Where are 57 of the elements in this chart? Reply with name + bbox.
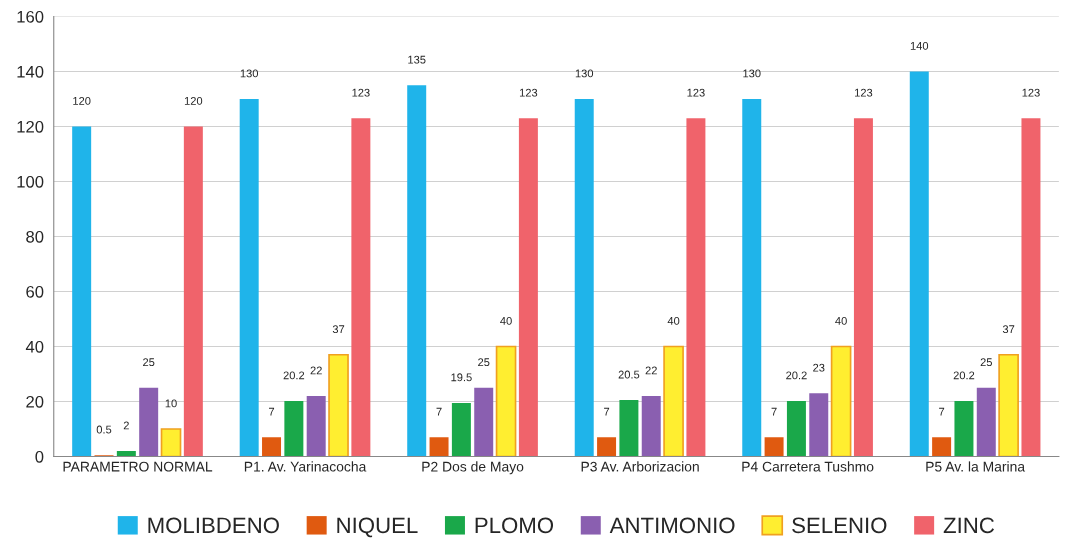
y-tick-label: 100 [17, 175, 44, 188]
legend-label: ANTIMONIO [609, 517, 735, 534]
data-label: 7 [269, 407, 275, 416]
data-label: 7 [939, 407, 945, 416]
data-label: 123 [519, 88, 538, 97]
data-label: 37 [1002, 325, 1015, 334]
x-tick-label: P5 Av. la Marina [926, 461, 1026, 472]
legend-label: NIQUEL [337, 517, 418, 538]
data-label: 23 [813, 363, 825, 372]
data-label: 20.5 [618, 370, 640, 379]
data-label: 22 [645, 366, 657, 375]
x-tick-label: P1. Av. Yarinacocha [244, 461, 367, 472]
x-tick-label: P2 Dos de Mayo [422, 461, 524, 475]
y-tick-label: 20 [26, 395, 44, 408]
y-tick-label: 80 [26, 230, 44, 243]
data-label: 130 [743, 69, 761, 78]
y-tick-label: 160 [17, 10, 44, 23]
data-label: 37 [332, 325, 345, 334]
data-label: 0.5 [96, 425, 112, 434]
data-label: 25 [143, 358, 155, 367]
y-tick-label: 40 [25, 340, 44, 353]
data-label: 130 [240, 69, 259, 78]
data-label: 20.2 [953, 371, 975, 380]
y-tick-label: 60 [26, 285, 44, 298]
data-label: 2 [123, 421, 129, 430]
data-label: 22 [310, 366, 322, 375]
y-tick-label: 0 [35, 450, 44, 463]
data-label: 10 [165, 399, 177, 408]
data-label: 7 [436, 407, 442, 416]
data-label: 40 [667, 316, 680, 325]
data-label: 120 [184, 96, 203, 105]
data-label: 19.5 [451, 373, 472, 382]
x-tick-label: PARAMETRO NORMAL [63, 461, 213, 472]
data-label: 140 [910, 41, 929, 50]
data-label: 40 [835, 316, 847, 325]
data-label: 123 [352, 88, 370, 97]
data-label: 20.2 [786, 371, 807, 380]
x-tick-label: P3 Av. Arborizacion [581, 461, 699, 472]
data-label: 20.2 [283, 371, 305, 380]
data-label: 130 [575, 69, 594, 78]
legend-label: MOLIBDENO [148, 517, 279, 534]
legend-label: PLOMO [475, 517, 554, 534]
y-tick-label: 140 [17, 65, 44, 78]
y-tick-label: 120 [17, 120, 44, 133]
data-label: 7 [604, 407, 610, 416]
data-label: 25 [478, 358, 490, 367]
data-label: 123 [687, 88, 705, 97]
data-label: 123 [855, 88, 873, 97]
data-label: 135 [408, 55, 426, 64]
x-tick-label: P4 Carretera Tushmo [742, 461, 874, 472]
data-label: 7 [771, 407, 777, 416]
data-label: 40 [500, 316, 512, 325]
data-label: 123 [1022, 88, 1040, 97]
legend-label: SELENIO [792, 517, 887, 534]
data-label: 120 [73, 96, 91, 105]
data-label: 25 [980, 358, 992, 367]
legend-label: ZINC [943, 517, 995, 534]
